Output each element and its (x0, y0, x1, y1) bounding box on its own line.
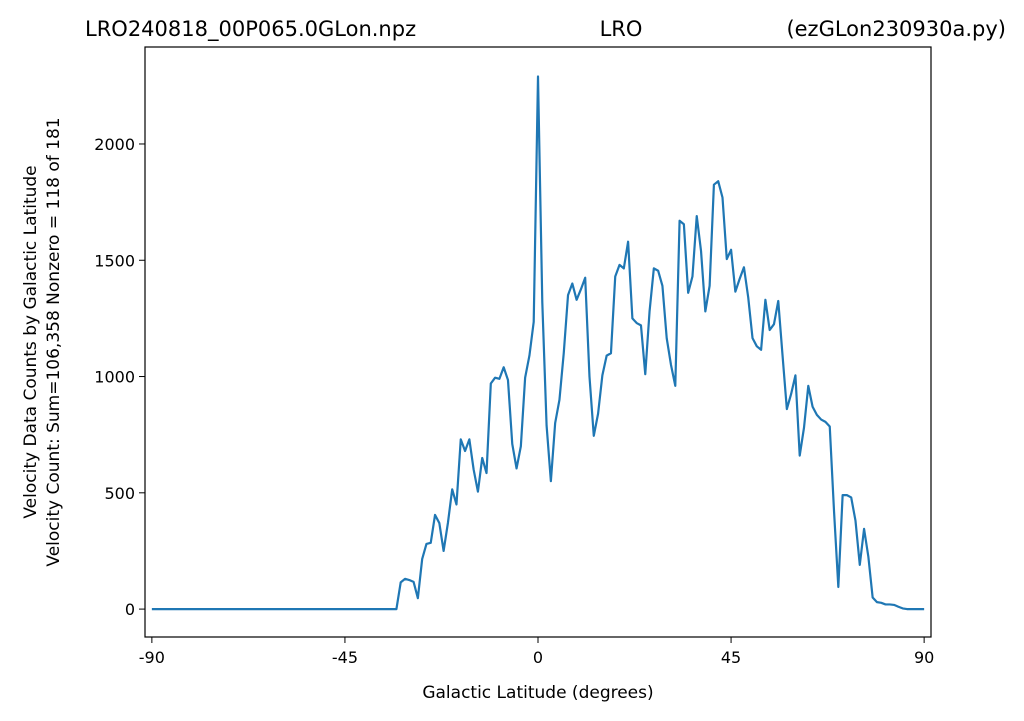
y-axis-label: Velocity Count: Sum=106,358 Nonzero = 11… (44, 117, 64, 566)
x-tick-label: -90 (139, 648, 165, 667)
data-line (151, 75, 925, 611)
y-tick-label: 0 (125, 600, 135, 619)
x-tick-label: 45 (721, 648, 741, 667)
y-tick-label: 500 (104, 484, 135, 503)
y-tick-label: 1500 (94, 251, 135, 270)
x-tick-label: 0 (533, 648, 543, 667)
title-right: (ezGLon230930a.py) (786, 17, 1006, 41)
x-axis-label: Galactic Latitude (degrees) (422, 683, 653, 703)
y-axis-label: Velocity Data Counts by Galactic Latitud… (21, 165, 41, 518)
x-tick-label: -45 (332, 648, 358, 667)
y-tick-label: 2000 (94, 135, 135, 154)
title-center: LRO (600, 17, 643, 41)
x-tick-label: 90 (914, 648, 934, 667)
y-tick-label: 1000 (94, 368, 135, 387)
title-left: LRO240818_00P065.0GLon.npz (85, 17, 416, 42)
